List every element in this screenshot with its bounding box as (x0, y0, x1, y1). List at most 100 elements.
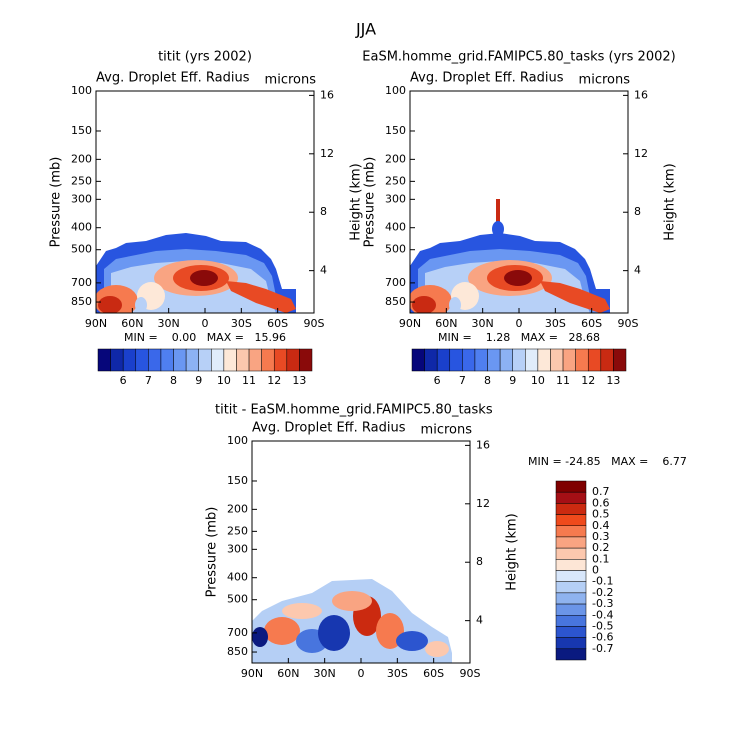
y-tick-label: 200 (227, 502, 248, 515)
colorbar-box (575, 348, 589, 372)
y-tick-label: 250 (227, 524, 248, 537)
colorbar-label: 6 (120, 374, 127, 387)
colorbar-box (97, 348, 111, 372)
y-tick-label: 500 (385, 243, 406, 256)
colorbar-box (449, 348, 463, 372)
colorbar-box (555, 615, 587, 627)
x-tick-label: 60N (277, 667, 299, 680)
colorbar-box (512, 348, 526, 372)
min-max: MIN = -24.85 MAX = 6.77 (528, 455, 687, 468)
colorbar-box (273, 348, 288, 372)
colorbar-box (555, 592, 587, 605)
x-tick-label: 60N (435, 317, 457, 330)
y-tick-label: 400 (227, 571, 248, 584)
x-tick-label: 90S (304, 317, 325, 330)
colorbar-box (555, 525, 587, 538)
colorbar-box (555, 570, 587, 582)
panel-title: EaSM.homme_grid.FAMIPC5.80_tasks (yrs 20… (362, 50, 675, 65)
y-tick-label: 500 (227, 593, 248, 606)
y-tick-label: 700 (385, 276, 406, 289)
colorbar-box (160, 348, 174, 372)
colorbar-box (555, 559, 587, 571)
colorbar-box (198, 348, 212, 372)
colorbar-box (600, 348, 614, 372)
colorbar-box (424, 348, 438, 372)
x-tick-label: 30N (314, 667, 336, 680)
colorbar-label: 11 (242, 374, 256, 387)
units: microns (265, 73, 317, 88)
colorbar-box (555, 581, 587, 594)
colorbar-label: 9 (195, 374, 202, 387)
colorbar-label: -0.2 (592, 586, 613, 599)
colorbar-box (555, 626, 587, 638)
colorbar-box (236, 348, 250, 372)
y-tick-label: 250 (385, 174, 406, 187)
colorbar-label: 0.5 (592, 508, 610, 521)
colorbar-box (299, 348, 313, 372)
x-tick-label: 0 (202, 317, 209, 330)
colorbar-box (537, 348, 551, 372)
colorbar-box (223, 348, 237, 372)
y2-axis-label: Height (km) (663, 163, 678, 240)
x-tick-label: 0 (516, 317, 523, 330)
colorbar-box (555, 536, 587, 549)
x-tick-label: 90S (618, 317, 639, 330)
min-max: MIN = 0.00 MAX = 15.96 (124, 331, 286, 344)
x-tick-label: 90N (399, 317, 421, 330)
y-tick-label: 700 (71, 276, 92, 289)
colorbar-label: 8 (170, 374, 177, 387)
contour-field (252, 579, 452, 663)
x-tick-label: 30S (231, 317, 252, 330)
y-tick-label: 500 (71, 243, 92, 256)
colorbar-box (211, 348, 225, 372)
x-tick-label: 90N (85, 317, 107, 330)
colorbar-label: 10 (217, 374, 231, 387)
colorbar-box (555, 547, 587, 560)
subtitle: Avg. Droplet Eff. Radius (410, 71, 564, 86)
x-tick-label: 30S (545, 317, 566, 330)
y-tick-label: 850 (385, 295, 406, 308)
colorbar-box (436, 348, 451, 372)
colorbar-label: 11 (556, 374, 570, 387)
min-max: MIN = 1.28 MAX = 28.68 (438, 331, 600, 344)
x-tick-label: 60S (267, 317, 288, 330)
y2-tick-label: 4 (476, 614, 483, 627)
y2-tick-label: 8 (634, 205, 641, 218)
y-tick-label: 300 (227, 542, 248, 555)
colorbar-label: 0.6 (592, 496, 610, 509)
y-tick-label: 150 (71, 124, 92, 137)
colorbar-box (462, 348, 476, 372)
colorbar-label: 13 (606, 374, 620, 387)
contour-field (96, 233, 296, 313)
x-tick-label: 60S (581, 317, 602, 330)
units: microns (421, 423, 473, 438)
subtitle: Avg. Droplet Eff. Radius (96, 71, 250, 86)
colorbar-box (525, 348, 539, 372)
colorbar-label: 8 (484, 374, 491, 387)
units: microns (579, 73, 631, 88)
colorbar-label: 7 (145, 374, 152, 387)
y-tick-label: 100 (227, 434, 248, 447)
colorbar-box (487, 348, 501, 372)
colorbar-box (587, 348, 602, 372)
y2-tick-label: 12 (476, 497, 490, 510)
y-tick-label: 250 (71, 174, 92, 187)
colorbar-label: 0.7 (592, 485, 610, 498)
y-tick-label: 200 (71, 152, 92, 165)
x-tick-label: 0 (358, 667, 365, 680)
y-tick-label: 300 (71, 192, 92, 205)
y-tick-label: 700 (227, 626, 248, 639)
y-tick-label: 850 (71, 295, 92, 308)
colorbar-label: 0.1 (592, 552, 610, 565)
contour-field (410, 199, 610, 313)
colorbar-label: -0.1 (592, 575, 613, 588)
colorbar-box (550, 348, 564, 372)
x-tick-label: 30N (158, 317, 180, 330)
colorbar-box (148, 348, 162, 372)
y-tick-label: 100 (71, 84, 92, 97)
colorbar-label: 0.4 (592, 519, 610, 532)
colorbar-box (555, 503, 587, 515)
x-tick-label: 90N (241, 667, 263, 680)
colorbar-box (110, 348, 124, 372)
